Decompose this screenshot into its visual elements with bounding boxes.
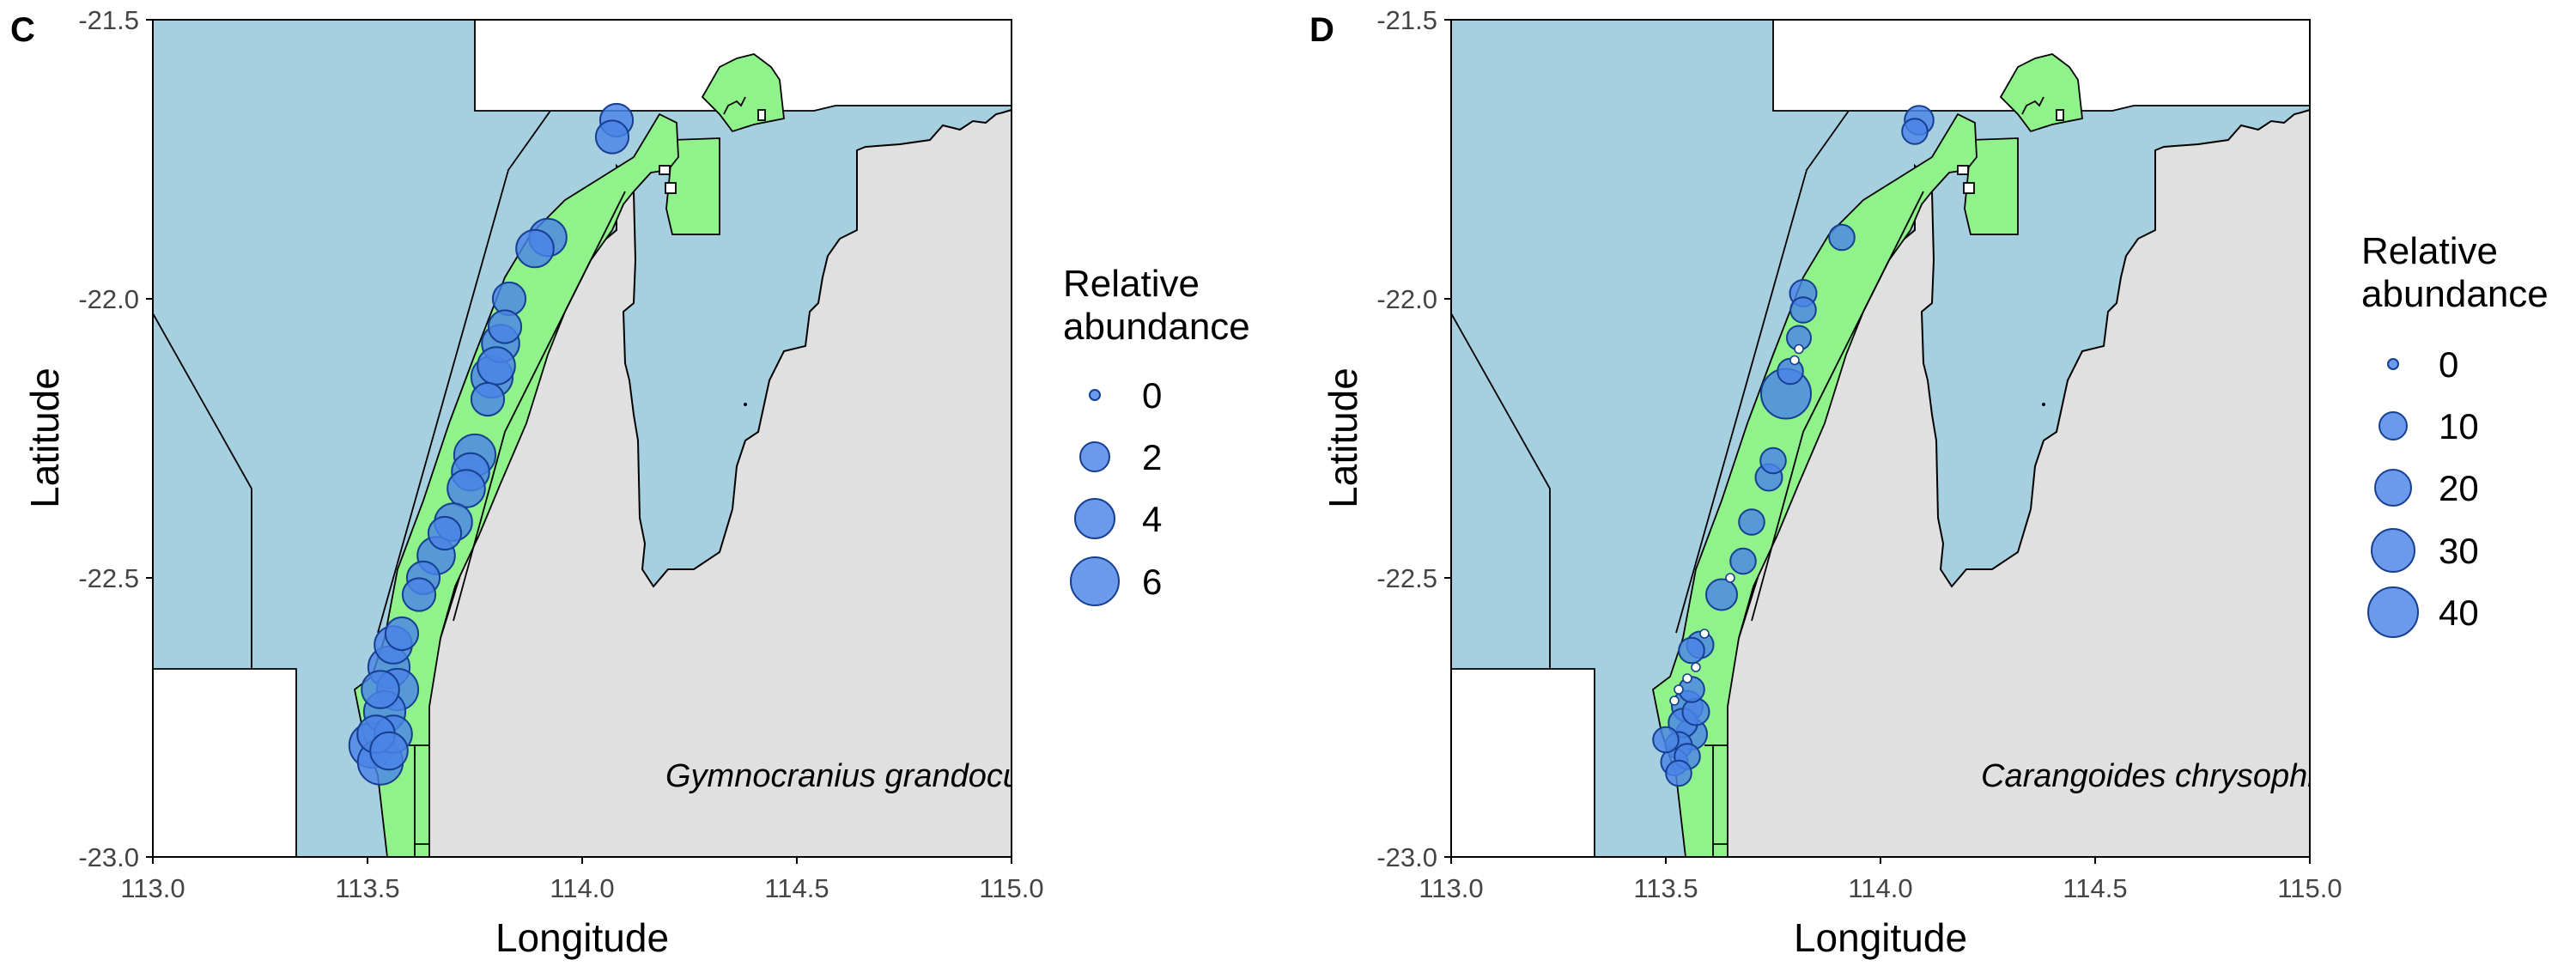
x-axis-title: Longitude bbox=[1794, 915, 1967, 960]
x-tick-label: 113.0 bbox=[120, 873, 185, 903]
abundance-point bbox=[361, 670, 400, 709]
points-layer bbox=[348, 102, 635, 786]
x-tick-label: 113.0 bbox=[1419, 873, 1483, 903]
y-axis-title: Latitude bbox=[22, 368, 67, 508]
abundance-point bbox=[427, 515, 463, 551]
x-tick-label: 114.5 bbox=[764, 873, 829, 903]
points-layer bbox=[1652, 105, 1935, 787]
abundance-point bbox=[1652, 726, 1680, 754]
abundance-point bbox=[470, 381, 506, 417]
y-axis: -21.5 -22.0 -22.5 -23.0 Latitude bbox=[22, 5, 153, 872]
x-tick-label: 115.0 bbox=[2277, 873, 2342, 903]
y-tick-label: -21.5 bbox=[78, 5, 139, 35]
abundance-point bbox=[1682, 673, 1692, 683]
x-axis: 113.0 113.5 114.0 114.5 115.0 Longitude bbox=[120, 857, 1044, 960]
panel-letter: C bbox=[10, 11, 35, 49]
abundance-point bbox=[515, 228, 555, 269]
x-tick-label: 115.0 bbox=[979, 873, 1043, 903]
legend-key bbox=[2379, 411, 2408, 440]
mask bbox=[2311, 741, 2362, 801]
abundance-point bbox=[369, 731, 409, 771]
legend-label: 2 bbox=[1142, 437, 1162, 477]
x-tick-label: 113.5 bbox=[1633, 873, 1698, 903]
abundance-point bbox=[384, 616, 420, 652]
abundance-point bbox=[594, 119, 630, 155]
abundance-point bbox=[1901, 118, 1929, 145]
basemap bbox=[152, 19, 1012, 858]
x-tick-label: 113.5 bbox=[335, 873, 399, 903]
panel-letter: D bbox=[1309, 11, 1334, 49]
x-tick-label: 114.5 bbox=[2063, 873, 2127, 903]
abundance-point bbox=[447, 469, 486, 508]
abundance-point bbox=[1738, 508, 1765, 536]
legend-label: 0 bbox=[1142, 375, 1162, 416]
abundance-point bbox=[1789, 296, 1817, 324]
panel-c: C Gymnocranius grandoculis -21.5 -22.0 -… bbox=[10, 5, 1250, 960]
y-tick-label: -22.0 bbox=[78, 284, 139, 314]
abundance-point bbox=[1669, 696, 1680, 706]
map-area: Carangoides chrysophrys bbox=[1450, 19, 2362, 858]
species-label: Carangoides chrysophrys bbox=[1981, 758, 2351, 794]
legend-key bbox=[1089, 389, 1101, 401]
panel-d: D Carangoides chrysophrys -21.5 -22.0 -2… bbox=[1309, 5, 2549, 960]
y-axis-title: Latitude bbox=[1321, 368, 1365, 508]
abundance-point bbox=[1691, 662, 1701, 672]
y-axis: -21.5 -22.0 -22.5 -23.0 Latitude bbox=[1321, 5, 1451, 872]
y-tick-label: -23.0 bbox=[1376, 842, 1437, 872]
abundance-point bbox=[1665, 759, 1692, 787]
legend-key bbox=[1079, 441, 1110, 472]
legend-title-line2: abundance bbox=[2361, 273, 2549, 315]
basemap bbox=[1450, 19, 2311, 858]
legend-label: 6 bbox=[1142, 562, 1162, 602]
legend-key bbox=[2374, 469, 2412, 507]
legend-label: 10 bbox=[2439, 406, 2479, 447]
abundance-point bbox=[1725, 573, 1735, 583]
legend-label: 40 bbox=[2439, 592, 2479, 633]
abundance-point bbox=[1729, 547, 1757, 575]
legend-label: 30 bbox=[2439, 531, 2479, 571]
species-label: Gymnocranius grandoculis bbox=[665, 758, 1052, 794]
x-tick-label: 114.0 bbox=[550, 873, 614, 903]
legend-label: 20 bbox=[2439, 468, 2479, 508]
y-tick-label: -23.0 bbox=[78, 842, 139, 872]
abundance-point bbox=[1705, 578, 1738, 611]
legend-key bbox=[2387, 358, 2399, 370]
map-area: Gymnocranius grandoculis bbox=[152, 19, 1064, 858]
y-tick-label: -21.5 bbox=[1376, 5, 1437, 35]
abundance-point bbox=[1699, 629, 1710, 639]
legend-label: 0 bbox=[2439, 344, 2458, 385]
x-axis-title: Longitude bbox=[495, 915, 669, 960]
abundance-point bbox=[1674, 684, 1684, 695]
mask bbox=[1012, 741, 1064, 801]
abundance-point bbox=[401, 577, 437, 612]
abundance-point bbox=[487, 309, 523, 344]
legend-key bbox=[2367, 586, 2419, 638]
abundance-point bbox=[1759, 447, 1787, 475]
abundance-point bbox=[1794, 343, 1804, 355]
legend-label: 4 bbox=[1142, 499, 1162, 539]
x-axis: 113.0 113.5 114.0 114.5 115.0 Longitude bbox=[1419, 857, 2342, 960]
y-tick-label: -22.0 bbox=[1376, 284, 1437, 314]
legend-key bbox=[2371, 528, 2415, 573]
x-tick-label: 114.0 bbox=[1848, 873, 1912, 903]
legend-key bbox=[1070, 556, 1120, 606]
abundance-point bbox=[1789, 355, 1800, 366]
abundance-point bbox=[477, 346, 516, 386]
abundance-point bbox=[1681, 697, 1710, 726]
legend-key bbox=[1074, 498, 1115, 539]
size-legend: Relative abundance 0 10 20 30 40 bbox=[2361, 230, 2549, 638]
y-tick-label: -22.5 bbox=[1376, 563, 1437, 593]
legend-title-line1: Relative bbox=[2361, 230, 2498, 272]
abundance-point bbox=[1678, 636, 1705, 665]
legend-title-line1: Relative bbox=[1063, 263, 1200, 305]
size-legend: Relative abundance 0 2 4 6 bbox=[1063, 263, 1250, 606]
legend-title-line2: abundance bbox=[1063, 306, 1250, 348]
abundance-point bbox=[1828, 223, 1856, 252]
y-tick-label: -22.5 bbox=[78, 563, 139, 593]
